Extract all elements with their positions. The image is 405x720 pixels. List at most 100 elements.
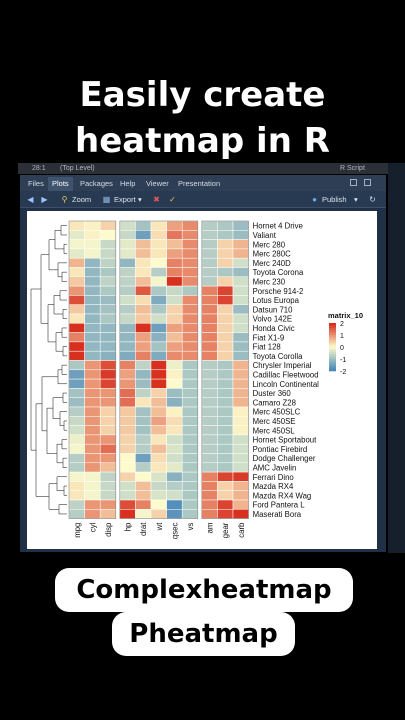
heatmap-cell bbox=[217, 276, 234, 287]
export-button[interactable]: Export bbox=[114, 195, 136, 204]
maximize-icon[interactable] bbox=[364, 179, 371, 186]
tab-packages[interactable]: Packages bbox=[80, 179, 113, 188]
heatmap-cell bbox=[181, 406, 199, 417]
row-label: Toyota Corona bbox=[253, 268, 304, 277]
heatmap-cell bbox=[201, 499, 218, 510]
row-label: Valiant bbox=[253, 231, 277, 240]
scope-label[interactable]: (Top Level) bbox=[60, 165, 95, 172]
heatmap-cell bbox=[166, 499, 183, 510]
tab-viewer[interactable]: Viewer bbox=[146, 179, 169, 188]
heatmap-cell bbox=[150, 397, 167, 408]
heatmap-cell bbox=[217, 257, 234, 268]
heatmap-cell bbox=[166, 360, 183, 371]
heatmap-cell bbox=[150, 285, 167, 296]
row-label: Hornet 4 Drive bbox=[253, 222, 303, 231]
legend-swatch bbox=[329, 347, 336, 350]
heatmap-cell bbox=[68, 341, 85, 352]
heatmap-cell bbox=[119, 220, 136, 231]
heatmap-cell bbox=[135, 471, 152, 482]
legend-tick-label: 0 bbox=[340, 345, 344, 352]
heatmap-cell bbox=[181, 323, 199, 333]
tab-help[interactable]: Help bbox=[120, 179, 136, 188]
heatmap-cell bbox=[84, 239, 101, 250]
heatmap-cell bbox=[150, 388, 167, 398]
remove-plot-icon[interactable]: ✖ bbox=[153, 195, 160, 204]
heatmap-cell bbox=[232, 509, 249, 519]
publish-dropdown-icon[interactable]: ▾ bbox=[354, 195, 358, 204]
heatmap-cell bbox=[217, 481, 234, 491]
forward-arrow-icon[interactable]: ▶ bbox=[41, 195, 48, 204]
heatmap-cell bbox=[232, 360, 249, 371]
clear-plots-icon[interactable]: ✓ bbox=[169, 195, 176, 204]
heatmap-cell bbox=[68, 230, 85, 240]
heatmap-cell bbox=[119, 285, 136, 296]
heatmap-cell bbox=[119, 313, 136, 324]
heatmap-cell bbox=[181, 453, 199, 464]
heatmap-cell bbox=[166, 369, 183, 380]
heatmap-cell bbox=[84, 341, 101, 352]
heatmap-cell bbox=[135, 295, 152, 305]
refresh-icon[interactable]: ↻ bbox=[369, 195, 376, 204]
heatmap-cell bbox=[84, 378, 101, 389]
heatmap-cell bbox=[119, 323, 136, 333]
tab-presentation[interactable]: Presentation bbox=[178, 179, 221, 188]
heatmap-cell bbox=[84, 416, 101, 426]
heatmap-cell bbox=[150, 462, 167, 473]
back-arrow-icon[interactable]: ◀ bbox=[27, 195, 34, 204]
heatmap-cell bbox=[181, 304, 199, 315]
heatmap-cell bbox=[232, 369, 249, 380]
heatmap-cell bbox=[84, 499, 101, 510]
heatmap-cell bbox=[217, 509, 234, 519]
heatmap-cell bbox=[84, 304, 101, 315]
heatmap-cell bbox=[181, 499, 199, 510]
heatmap-cell bbox=[181, 267, 199, 278]
heatmap-cell bbox=[99, 490, 117, 501]
publish-button[interactable]: Publish bbox=[322, 195, 347, 204]
heatmap-cell bbox=[217, 416, 234, 426]
heatmap-cell bbox=[166, 425, 183, 436]
heatmap-cell bbox=[99, 341, 117, 352]
heatmap-cell bbox=[166, 304, 183, 315]
heatmap-cell bbox=[84, 267, 101, 278]
column-group-border bbox=[119, 220, 199, 519]
column-label: vs bbox=[186, 522, 195, 530]
heatmap-cell bbox=[119, 257, 136, 268]
heatmap-cell bbox=[181, 248, 199, 259]
heatmap-cell bbox=[68, 490, 85, 501]
heatmap-cell bbox=[166, 341, 183, 352]
right-edge-panel bbox=[388, 163, 405, 553]
tab-files[interactable]: Files bbox=[28, 179, 44, 188]
legend-swatch bbox=[329, 323, 336, 326]
heatmap-cell bbox=[99, 509, 117, 519]
export-dropdown-icon[interactable]: ▾ bbox=[138, 195, 142, 204]
row-label: Toyota Corolla bbox=[253, 352, 304, 361]
heatmap-cell bbox=[68, 332, 85, 343]
heatmap-cell bbox=[217, 443, 234, 454]
heatmap-cell bbox=[166, 239, 183, 250]
heatmap-cell bbox=[135, 239, 152, 250]
row-label: Porsche 914-2 bbox=[253, 287, 304, 296]
heatmap-cell bbox=[232, 276, 249, 287]
heatmap-cell bbox=[150, 490, 167, 501]
minimize-icon[interactable] bbox=[350, 179, 357, 186]
file-type-label[interactable]: R Script bbox=[340, 165, 365, 172]
heatmap-cell bbox=[135, 388, 152, 398]
tab-plots[interactable]: Plots bbox=[48, 177, 73, 191]
legend-swatch bbox=[329, 359, 336, 362]
heatmap-cell bbox=[84, 397, 101, 408]
heatmap-cell bbox=[232, 378, 249, 389]
heatmap-cell bbox=[84, 471, 101, 482]
heatmap-cell bbox=[201, 453, 218, 464]
heatmap-cell bbox=[119, 230, 136, 240]
heatmap-cell bbox=[181, 509, 199, 519]
legend-swatch bbox=[329, 368, 336, 372]
zoom-button[interactable]: Zoom bbox=[72, 195, 92, 204]
row-label: Ferrari Dino bbox=[253, 473, 295, 482]
heatmap-cell bbox=[181, 369, 199, 380]
row-label: Merc 450SE bbox=[253, 417, 296, 426]
heatmap-cell bbox=[119, 295, 136, 305]
heatmap-cell bbox=[232, 332, 249, 343]
heatmap-cell bbox=[150, 434, 167, 445]
headline-line-2: heatmap in R bbox=[75, 121, 330, 161]
row-label: Merc 450SL bbox=[253, 426, 296, 435]
